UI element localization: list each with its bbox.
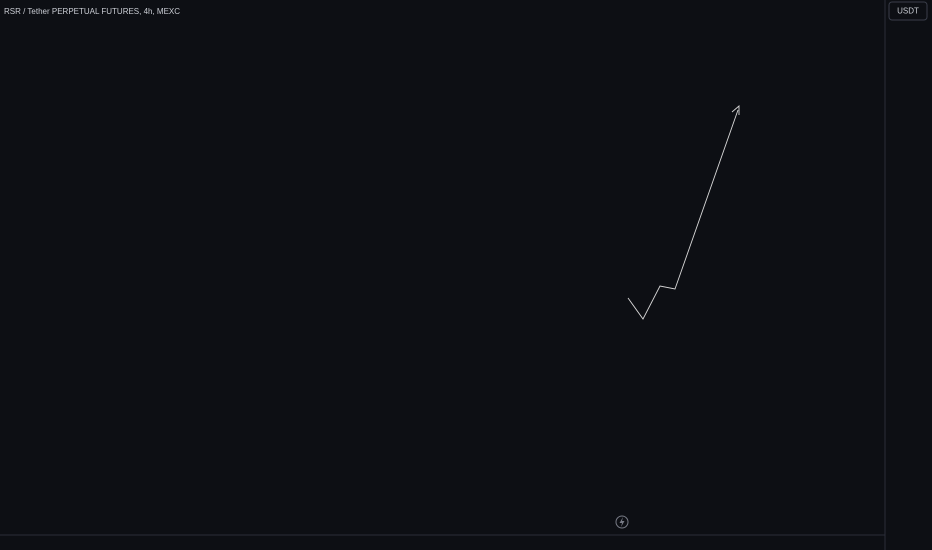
lightning-bolt <box>619 517 625 527</box>
currency-button[interactable] <box>888 1 928 21</box>
arrow-head <box>731 105 740 115</box>
currency-label[interactable]: USDT <box>897 7 919 16</box>
lightning-icon[interactable] <box>615 515 629 529</box>
chart-title: RSR / Tether PERPETUAL FUTURES, 4h, MEXC <box>4 7 180 16</box>
projection-arrow <box>627 109 739 320</box>
